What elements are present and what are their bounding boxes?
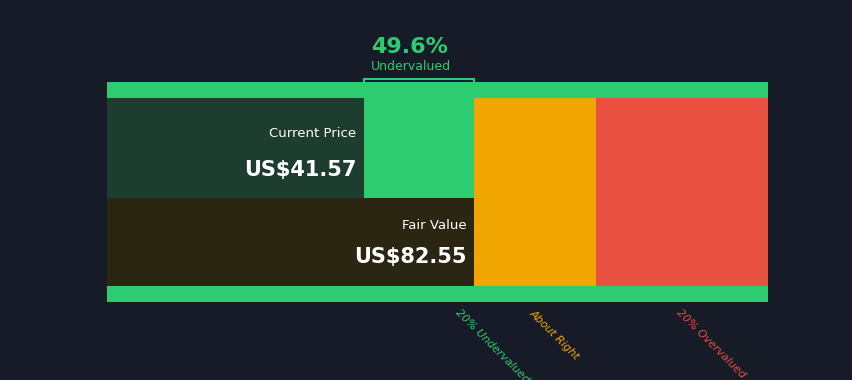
Bar xyxy=(106,98,364,198)
Text: US$82.55: US$82.55 xyxy=(354,247,466,268)
Bar xyxy=(106,285,767,302)
Bar xyxy=(595,98,767,285)
Text: Fair Value: Fair Value xyxy=(402,219,466,232)
Bar xyxy=(473,98,595,285)
Text: Current Price: Current Price xyxy=(269,127,356,139)
Text: Undervalued: Undervalued xyxy=(371,60,451,73)
Text: US$41.57: US$41.57 xyxy=(244,160,356,180)
Text: 49.6%: 49.6% xyxy=(371,37,447,57)
Text: About Right: About Right xyxy=(527,307,580,361)
Bar xyxy=(106,98,473,285)
Text: 20% Overvalued: 20% Overvalued xyxy=(674,307,746,380)
Text: 20% Undervalued: 20% Undervalued xyxy=(452,307,530,380)
Bar xyxy=(106,198,473,285)
Bar xyxy=(106,82,767,98)
